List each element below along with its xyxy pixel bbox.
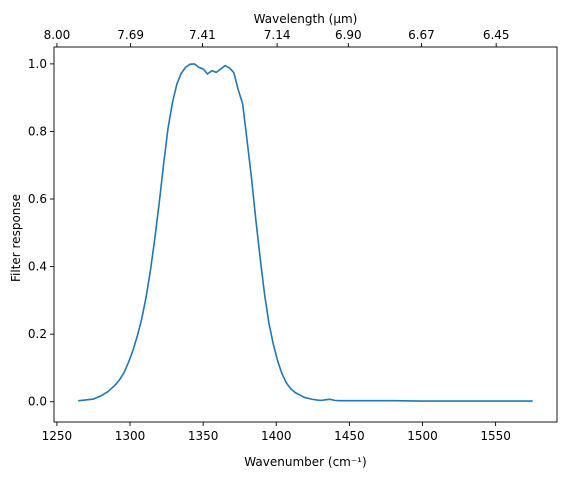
series-line	[78, 63, 533, 402]
x-tick-label: 1500	[407, 429, 438, 443]
x-tick-label: 1250	[42, 429, 73, 443]
plot-frame	[53, 46, 558, 423]
tick-layer: 1250 1300 1350 1400 1450 1500 1550 0.0 0.2 0.4 0.6…	[28, 28, 511, 443]
x-tick-label: 1550	[480, 429, 511, 443]
top-tick-label: 7.14	[264, 28, 291, 42]
x-tick-label: 1400	[261, 429, 292, 443]
x-tick-label: 1450	[334, 429, 365, 443]
y-axis-label: Filter response	[9, 194, 23, 282]
top-tick-label: 6.90	[335, 28, 362, 42]
top-tick-label: 6.45	[483, 28, 510, 42]
top-axis-label: Wavelength (μm)	[254, 12, 358, 26]
y-tick-label: 0.4	[28, 260, 47, 274]
top-tick-label: 7.41	[189, 28, 216, 42]
top-tick-label: 7.69	[117, 28, 144, 42]
x-axis-label: Wavenumber (cm⁻¹)	[244, 455, 366, 469]
y-tick-label: 0.8	[28, 124, 47, 138]
top-tick-label: 6.67	[408, 28, 435, 42]
x-tick-label: 1300	[115, 429, 146, 443]
y-tick-label: 1.0	[28, 57, 47, 71]
top-tick-label: 8.00	[44, 28, 71, 42]
x-tick-label: 1350	[188, 429, 219, 443]
y-tick-label: 0.6	[28, 192, 47, 206]
y-tick-label: 0.0	[28, 395, 47, 409]
y-tick-label: 0.2	[28, 327, 47, 341]
